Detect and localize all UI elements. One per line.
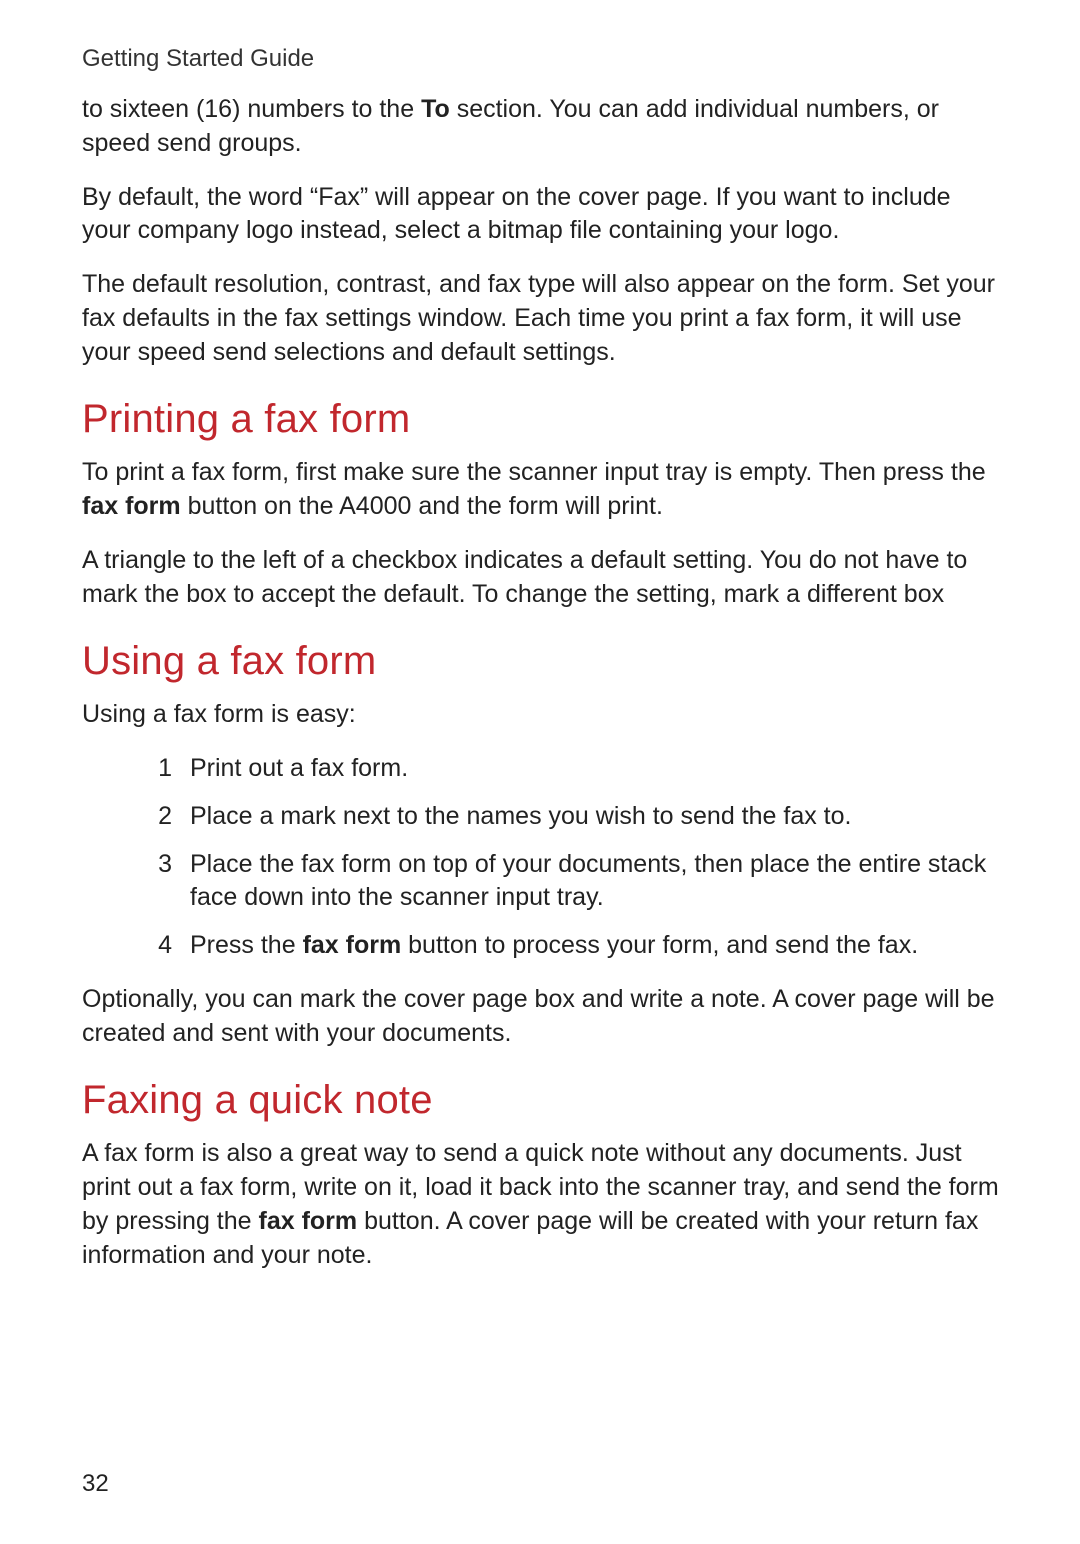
paragraph-printing-1: To print a fax form, first make sure the… xyxy=(82,456,1004,524)
heading-using-fax-form: Using a fax form xyxy=(82,639,1004,684)
step-number: 2 xyxy=(126,800,190,834)
paragraph-quicknote-1: A fax form is also a great way to send a… xyxy=(82,1137,1004,1272)
bold-text: fax form xyxy=(303,931,402,959)
paragraph-intro-2: By default, the word “Fax” will appear o… xyxy=(82,181,1004,249)
list-item: 4 Press the fax form button to process y… xyxy=(82,929,1004,963)
running-header: Getting Started Guide xyxy=(82,45,1004,73)
paragraph-printing-2: A triangle to the left of a checkbox ind… xyxy=(82,544,1004,612)
text-fragment: Press the xyxy=(190,931,303,959)
paragraph-intro-1: to sixteen (16) numbers to the To sectio… xyxy=(82,93,1004,161)
page-number: 32 xyxy=(82,1470,109,1498)
ordered-steps-list: 1 Print out a fax form. 2 Place a mark n… xyxy=(82,752,1004,963)
text-fragment: To print a fax form, first make sure the… xyxy=(82,458,986,486)
text-fragment: button to process your form, and send th… xyxy=(401,931,918,959)
step-text: Press the fax form button to process you… xyxy=(190,929,1004,963)
step-text: Place the fax form on top of your docume… xyxy=(190,848,1004,916)
list-item: 2 Place a mark next to the names you wis… xyxy=(82,800,1004,834)
list-item: 3 Place the fax form on top of your docu… xyxy=(82,848,1004,916)
bold-text: To xyxy=(421,95,450,123)
document-page: Getting Started Guide to sixteen (16) nu… xyxy=(0,0,1080,1544)
heading-faxing-quick-note: Faxing a quick note xyxy=(82,1078,1004,1123)
step-text: Print out a fax form. xyxy=(190,752,1004,786)
bold-text: fax form xyxy=(259,1207,358,1235)
text-fragment: to sixteen (16) numbers to the xyxy=(82,95,421,123)
bold-text: fax form xyxy=(82,492,181,520)
step-number: 3 xyxy=(126,848,190,882)
step-number: 4 xyxy=(126,929,190,963)
step-text: Place a mark next to the names you wish … xyxy=(190,800,1004,834)
heading-printing-fax-form: Printing a fax form xyxy=(82,397,1004,442)
step-number: 1 xyxy=(126,752,190,786)
text-fragment: button on the A4000 and the form will pr… xyxy=(181,492,663,520)
paragraph-intro-3: The default resolution, contrast, and fa… xyxy=(82,268,1004,369)
paragraph-using-tail: Optionally, you can mark the cover page … xyxy=(82,983,1004,1051)
paragraph-using-lead: Using a fax form is easy: xyxy=(82,698,1004,732)
list-item: 1 Print out a fax form. xyxy=(82,752,1004,786)
